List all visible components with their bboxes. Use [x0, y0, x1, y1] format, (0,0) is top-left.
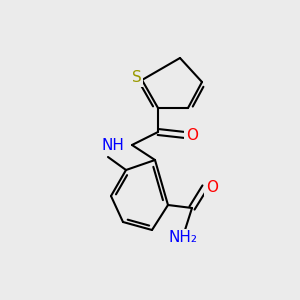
Text: NH: NH [101, 137, 124, 152]
Text: O: O [206, 179, 218, 194]
Text: S: S [132, 70, 142, 86]
Text: NH₂: NH₂ [169, 230, 197, 245]
Text: O: O [186, 128, 198, 142]
